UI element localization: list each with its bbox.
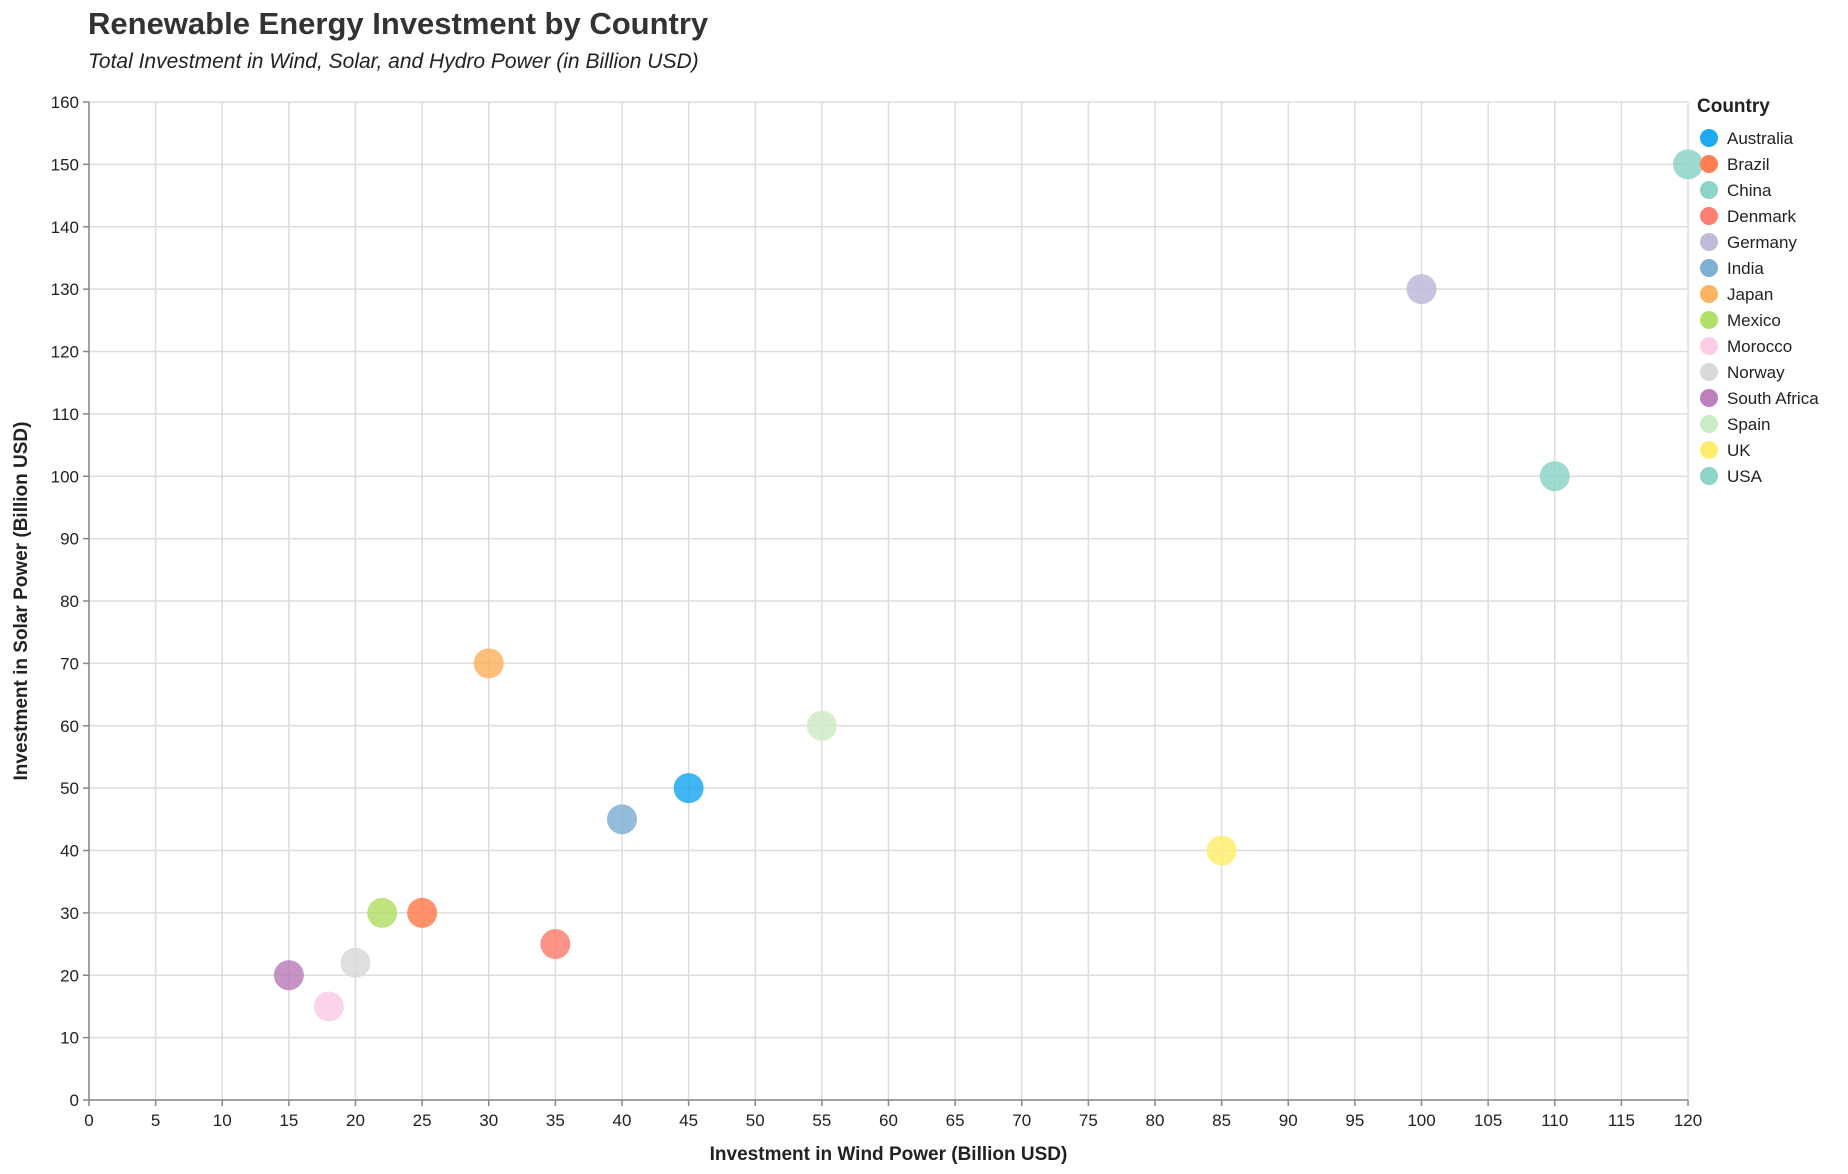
data-point-germany bbox=[1406, 274, 1437, 305]
legend-swatch bbox=[1700, 129, 1718, 147]
x-tick-label: 40 bbox=[613, 1111, 632, 1130]
data-point-denmark bbox=[540, 929, 571, 960]
x-tick-label: 10 bbox=[213, 1111, 232, 1130]
legend-title: Country bbox=[1697, 96, 1770, 117]
x-tick-label: 25 bbox=[413, 1111, 432, 1130]
x-tick-label: 20 bbox=[346, 1111, 365, 1130]
data-point-japan bbox=[473, 648, 504, 679]
data-point-morocco bbox=[313, 991, 344, 1022]
legend-label: Denmark bbox=[1727, 207, 1796, 226]
legend: Country Australia Brazil China Denmark Germa… bbox=[1697, 96, 1819, 486]
grid bbox=[88, 101, 1689, 1101]
data-point-china bbox=[1673, 149, 1703, 180]
legend-label: Australia bbox=[1727, 129, 1794, 148]
x-tick-label: 120 bbox=[1674, 1111, 1702, 1130]
legend-label: USA bbox=[1727, 467, 1763, 486]
y-tick-label: 150 bbox=[51, 155, 79, 174]
legend-swatch bbox=[1700, 233, 1718, 251]
x-tick-label: 45 bbox=[679, 1111, 698, 1130]
x-tick-label: 50 bbox=[746, 1111, 765, 1130]
legend-swatch bbox=[1700, 155, 1718, 173]
legend-label: Germany bbox=[1727, 233, 1797, 252]
y-tick-label: 60 bbox=[60, 717, 79, 736]
y-tick-label: 120 bbox=[51, 343, 79, 362]
legend-swatch bbox=[1700, 207, 1718, 225]
legend-label: Morocco bbox=[1727, 337, 1792, 356]
x-tick-label: 70 bbox=[1012, 1111, 1031, 1130]
legend-label: South Africa bbox=[1727, 389, 1819, 408]
x-tick-label: 95 bbox=[1345, 1111, 1364, 1130]
y-tick-label: 130 bbox=[51, 280, 79, 299]
x-tick-label: 5 bbox=[151, 1111, 160, 1130]
legend-label: India bbox=[1727, 259, 1764, 278]
x-tick-label: 115 bbox=[1608, 1111, 1635, 1130]
data-points bbox=[273, 149, 1703, 1022]
y-tick-label: 20 bbox=[60, 966, 79, 985]
legend-label: Mexico bbox=[1727, 311, 1781, 330]
y-tick-label: 10 bbox=[60, 1029, 79, 1048]
legend-swatch bbox=[1700, 441, 1718, 459]
y-tick-label: 80 bbox=[60, 592, 79, 611]
x-tick-label: 55 bbox=[812, 1111, 831, 1130]
x-tick-label: 80 bbox=[1146, 1111, 1165, 1130]
x-tick-label: 15 bbox=[279, 1111, 298, 1130]
y-tick-label: 0 bbox=[70, 1091, 79, 1110]
x-tick-label: 60 bbox=[879, 1111, 898, 1130]
x-tick-label: 30 bbox=[479, 1111, 498, 1130]
y-tick-label: 90 bbox=[60, 530, 79, 549]
legend-label: Brazil bbox=[1727, 155, 1770, 174]
y-tick-label: 70 bbox=[60, 654, 79, 673]
y-tick-label: 110 bbox=[52, 405, 79, 424]
legend-swatch bbox=[1700, 259, 1718, 277]
chart-title: Renewable Energy Investment by Country bbox=[88, 6, 709, 41]
data-point-usa bbox=[1539, 461, 1570, 492]
legend-swatch bbox=[1700, 285, 1718, 303]
legend-swatch bbox=[1700, 337, 1718, 355]
y-tick-label: 100 bbox=[51, 467, 79, 486]
y-tick-label: 30 bbox=[60, 904, 79, 923]
x-tick-label: 0 bbox=[84, 1111, 93, 1130]
legend-swatch bbox=[1700, 415, 1718, 433]
legend-swatch bbox=[1700, 467, 1718, 485]
x-tick-label: 85 bbox=[1212, 1111, 1231, 1130]
data-point-australia bbox=[673, 773, 704, 804]
legend-swatch bbox=[1700, 389, 1718, 407]
x-tick-label: 90 bbox=[1279, 1111, 1298, 1130]
legend-label: UK bbox=[1727, 441, 1751, 460]
y-tick-label: 50 bbox=[60, 779, 79, 798]
legend-label: Japan bbox=[1727, 285, 1773, 304]
data-point-india bbox=[607, 804, 637, 835]
legend-swatch bbox=[1700, 363, 1718, 381]
y-axis-title: Investment in Solar Power (Billion USD) bbox=[11, 422, 32, 781]
x-tick-label: 35 bbox=[546, 1111, 565, 1130]
chart-subtitle: Total Investment in Wind, Solar, and Hyd… bbox=[88, 50, 699, 73]
x-tick-label: 100 bbox=[1407, 1111, 1435, 1130]
legend-swatch bbox=[1700, 181, 1718, 199]
legend-swatch bbox=[1700, 311, 1718, 329]
data-point-uk bbox=[1206, 835, 1237, 866]
x-axis-title: Investment in Wind Power (Billion USD) bbox=[710, 1144, 1068, 1165]
y-tick-label: 160 bbox=[51, 93, 79, 112]
data-point-mexico bbox=[367, 897, 398, 928]
legend-label: Spain bbox=[1727, 415, 1770, 434]
data-point-norway bbox=[340, 947, 371, 978]
x-tick-label: 75 bbox=[1079, 1111, 1098, 1130]
x-tick-label: 105 bbox=[1474, 1111, 1502, 1130]
data-point-south-africa bbox=[273, 960, 304, 991]
data-point-spain bbox=[806, 710, 837, 741]
axes: 0 5 10 15 20 25 30 35 40 45 50 55 60 65 70 75 80 85 90 95 10… bbox=[51, 93, 1703, 1130]
y-tick-label: 40 bbox=[60, 842, 79, 861]
y-tick-label: 140 bbox=[51, 218, 79, 237]
x-tick-label: 65 bbox=[946, 1111, 965, 1130]
legend-label: China bbox=[1727, 181, 1772, 200]
data-point-brazil bbox=[407, 897, 438, 928]
legend-label: Norway bbox=[1727, 363, 1785, 382]
x-tick-label: 110 bbox=[1541, 1111, 1568, 1130]
